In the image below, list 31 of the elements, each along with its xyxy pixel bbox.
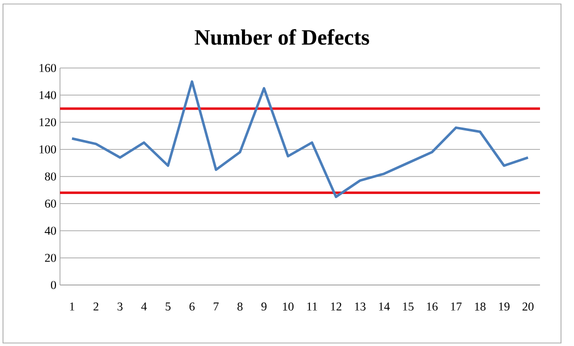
x-tick-label: 5 xyxy=(166,302,171,310)
y-tick-label: 120 xyxy=(40,118,56,126)
y-tick-label: 100 xyxy=(40,145,56,154)
y-tick-label: 80 xyxy=(44,172,56,181)
x-tick-label: 17 xyxy=(451,302,462,310)
x-tick-label: 7 xyxy=(214,302,219,310)
x-tick-label: 4 xyxy=(141,302,147,310)
y-tick-label: 60 xyxy=(45,200,56,208)
x-tick-label: 13 xyxy=(355,302,366,311)
y-tick-label: 0 xyxy=(50,280,56,290)
x-tick-label: 12 xyxy=(331,302,342,310)
x-tick-label: 10 xyxy=(283,302,294,311)
x-tick-label: 3 xyxy=(118,302,123,311)
x-tick-label: 15 xyxy=(403,302,414,311)
y-tick-label: 20 xyxy=(45,254,56,262)
x-tick-label: 14 xyxy=(379,302,390,310)
x-tick-label: 6 xyxy=(190,302,195,311)
y-tick-label: 40 xyxy=(44,226,56,235)
line-series xyxy=(70,80,530,198)
x-tick-label: 19 xyxy=(499,302,510,311)
x-tick-label: 18 xyxy=(475,302,486,311)
y-tick-label: 140 xyxy=(40,91,56,100)
x-tick-label: 1 xyxy=(70,302,74,310)
x-tick-label: 2 xyxy=(94,302,98,310)
x-tick-label: 8 xyxy=(237,302,243,311)
x-tick-label: 20 xyxy=(522,302,534,311)
chart-title: Number of Defects xyxy=(194,29,370,45)
x-tick-label: 11 xyxy=(307,302,318,310)
y-tick-label: 160 xyxy=(40,64,56,72)
x-tick-label: 16 xyxy=(427,302,438,311)
x-tick-label: 9 xyxy=(261,302,266,311)
